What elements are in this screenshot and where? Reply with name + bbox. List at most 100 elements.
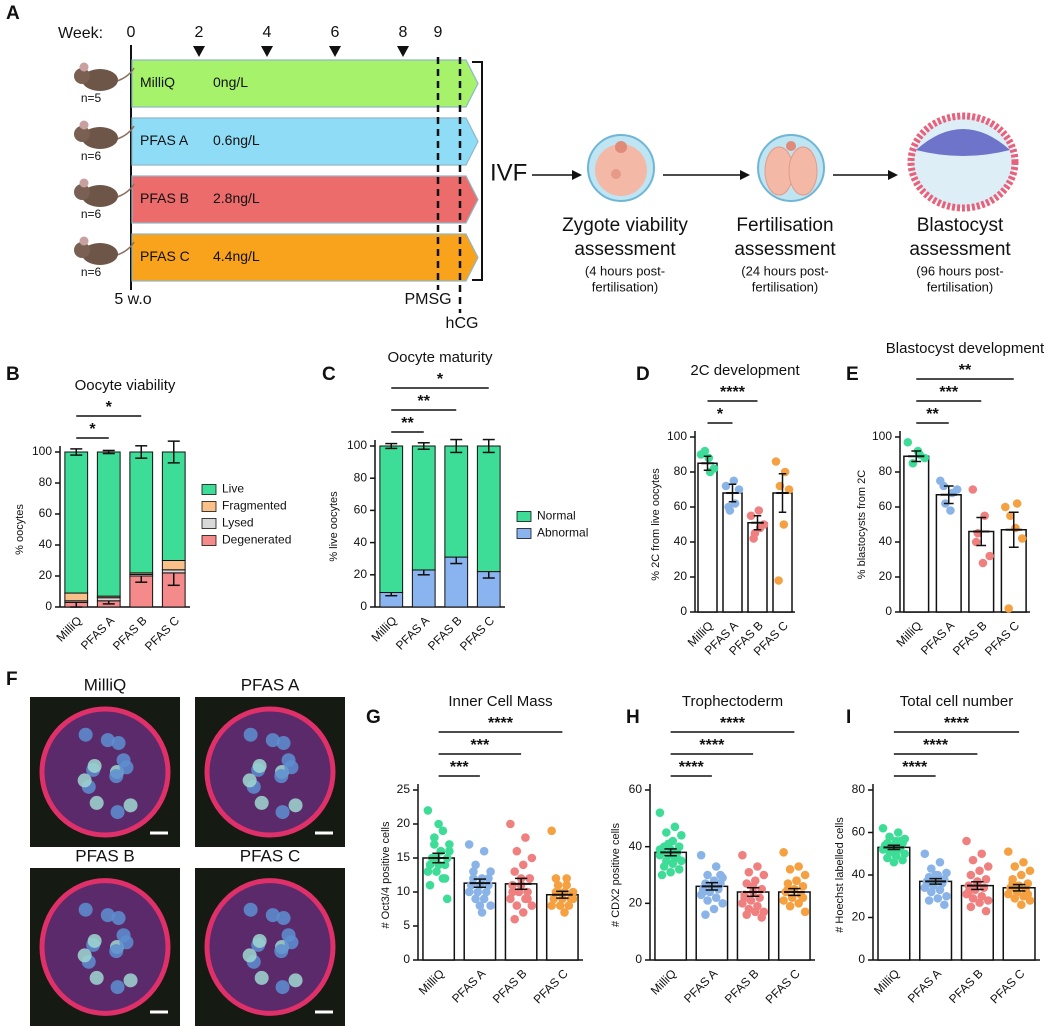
nucleus bbox=[265, 733, 280, 748]
chart-title: Oocyte maturity bbox=[387, 349, 493, 366]
y-axis-label: % live oocytes bbox=[328, 491, 340, 562]
nucleus bbox=[242, 773, 257, 788]
nucleus bbox=[111, 736, 126, 751]
y-tick-label: 0 bbox=[45, 599, 52, 613]
y-tick-label: 40 bbox=[852, 867, 866, 881]
data-point bbox=[792, 876, 801, 885]
x-tick-label: PFAS A bbox=[449, 966, 488, 1005]
week-marker bbox=[193, 46, 205, 57]
data-point bbox=[506, 819, 515, 829]
data-point bbox=[800, 907, 810, 917]
treatment-bar bbox=[131, 59, 479, 108]
data-point bbox=[742, 910, 751, 919]
mouse-head bbox=[74, 68, 90, 84]
y-axis-label: # Oct3/4 positive cells bbox=[380, 821, 392, 928]
y-tick-label: 0 bbox=[680, 604, 687, 618]
x-tick-label: PFAS C bbox=[142, 613, 182, 653]
arrow-head bbox=[572, 170, 582, 180]
data-point bbox=[469, 867, 478, 876]
significance-label: **** bbox=[902, 759, 928, 776]
y-tick-label: 60 bbox=[354, 503, 368, 517]
data-point bbox=[893, 828, 903, 837]
significance-label: **** bbox=[944, 715, 970, 732]
data-point bbox=[1003, 847, 1013, 856]
data-point bbox=[754, 506, 764, 515]
data-point bbox=[655, 808, 665, 817]
panel-label: C bbox=[322, 364, 336, 385]
pmsg-label: PMSG bbox=[404, 291, 451, 308]
group-n: n=6 bbox=[81, 149, 102, 163]
y-tick-label: 60 bbox=[39, 506, 53, 520]
bar-segment bbox=[411, 445, 436, 571]
nucleus bbox=[243, 902, 258, 917]
week-label: Week: bbox=[58, 25, 103, 42]
y-tick-label: 0 bbox=[885, 604, 892, 618]
data-point bbox=[703, 870, 712, 880]
bracket bbox=[472, 61, 483, 281]
data-point bbox=[562, 874, 571, 883]
legend-swatch bbox=[201, 535, 217, 546]
data-point bbox=[486, 901, 495, 910]
bar-segment bbox=[379, 445, 404, 594]
treatment-bar bbox=[131, 175, 479, 224]
data-point bbox=[701, 910, 710, 919]
data-point bbox=[471, 894, 480, 904]
data-point bbox=[729, 476, 739, 486]
step-note: fertilisation) bbox=[592, 279, 658, 294]
significance-label: ** bbox=[926, 406, 939, 423]
data-point bbox=[774, 576, 783, 585]
nucleus bbox=[242, 948, 257, 963]
data-point bbox=[711, 893, 721, 902]
y-tick-label: 100 bbox=[872, 429, 892, 443]
data-point bbox=[477, 908, 487, 917]
data-point bbox=[434, 819, 443, 829]
data-point bbox=[734, 485, 744, 494]
bar-segment bbox=[161, 560, 186, 571]
bar-segment bbox=[444, 556, 469, 608]
data-point bbox=[1004, 604, 1013, 613]
data-point bbox=[1025, 866, 1035, 876]
data-point bbox=[568, 894, 578, 904]
data-point bbox=[1011, 523, 1020, 533]
polar-body bbox=[615, 141, 627, 153]
group-dose: 0ng/L bbox=[213, 74, 248, 90]
bar-segment bbox=[129, 451, 154, 574]
step-note: (24 hours post- bbox=[741, 263, 828, 278]
group-dose: 4.4ng/L bbox=[213, 248, 260, 264]
chart-title: 2C development bbox=[690, 362, 800, 379]
zygote-nucleus bbox=[611, 169, 621, 179]
y-tick-label: 80 bbox=[674, 464, 688, 478]
step-title: assessment bbox=[909, 239, 1011, 260]
data-point bbox=[512, 846, 522, 856]
data-point bbox=[721, 481, 731, 491]
data-point bbox=[518, 908, 528, 917]
data-point bbox=[666, 867, 675, 877]
significance-label: * bbox=[437, 371, 444, 388]
data-point bbox=[1008, 879, 1017, 888]
y-tick-label: 20 bbox=[879, 569, 893, 583]
nucleus bbox=[274, 769, 289, 784]
step-title: assessment bbox=[574, 239, 676, 260]
data-point bbox=[740, 893, 749, 902]
data-point bbox=[508, 887, 517, 897]
y-tick-label: 20 bbox=[354, 567, 368, 581]
ivf-label: IVF bbox=[490, 159, 527, 186]
data-point bbox=[718, 899, 727, 908]
data-point bbox=[946, 506, 955, 515]
data-point bbox=[746, 896, 756, 905]
data-point bbox=[473, 887, 483, 897]
data-point bbox=[709, 464, 719, 473]
y-tick-label: 60 bbox=[629, 782, 643, 796]
y-tick-label: 15 bbox=[397, 850, 411, 864]
data-point bbox=[445, 846, 454, 856]
nucleus bbox=[254, 795, 269, 810]
data-point bbox=[709, 904, 719, 914]
data-point bbox=[438, 826, 448, 836]
data-point bbox=[674, 865, 684, 874]
zygote bbox=[595, 144, 647, 196]
data-point bbox=[903, 437, 913, 447]
bar-segment bbox=[161, 451, 186, 561]
group-dose: 0.6ng/L bbox=[213, 132, 260, 148]
data-point bbox=[981, 874, 991, 884]
